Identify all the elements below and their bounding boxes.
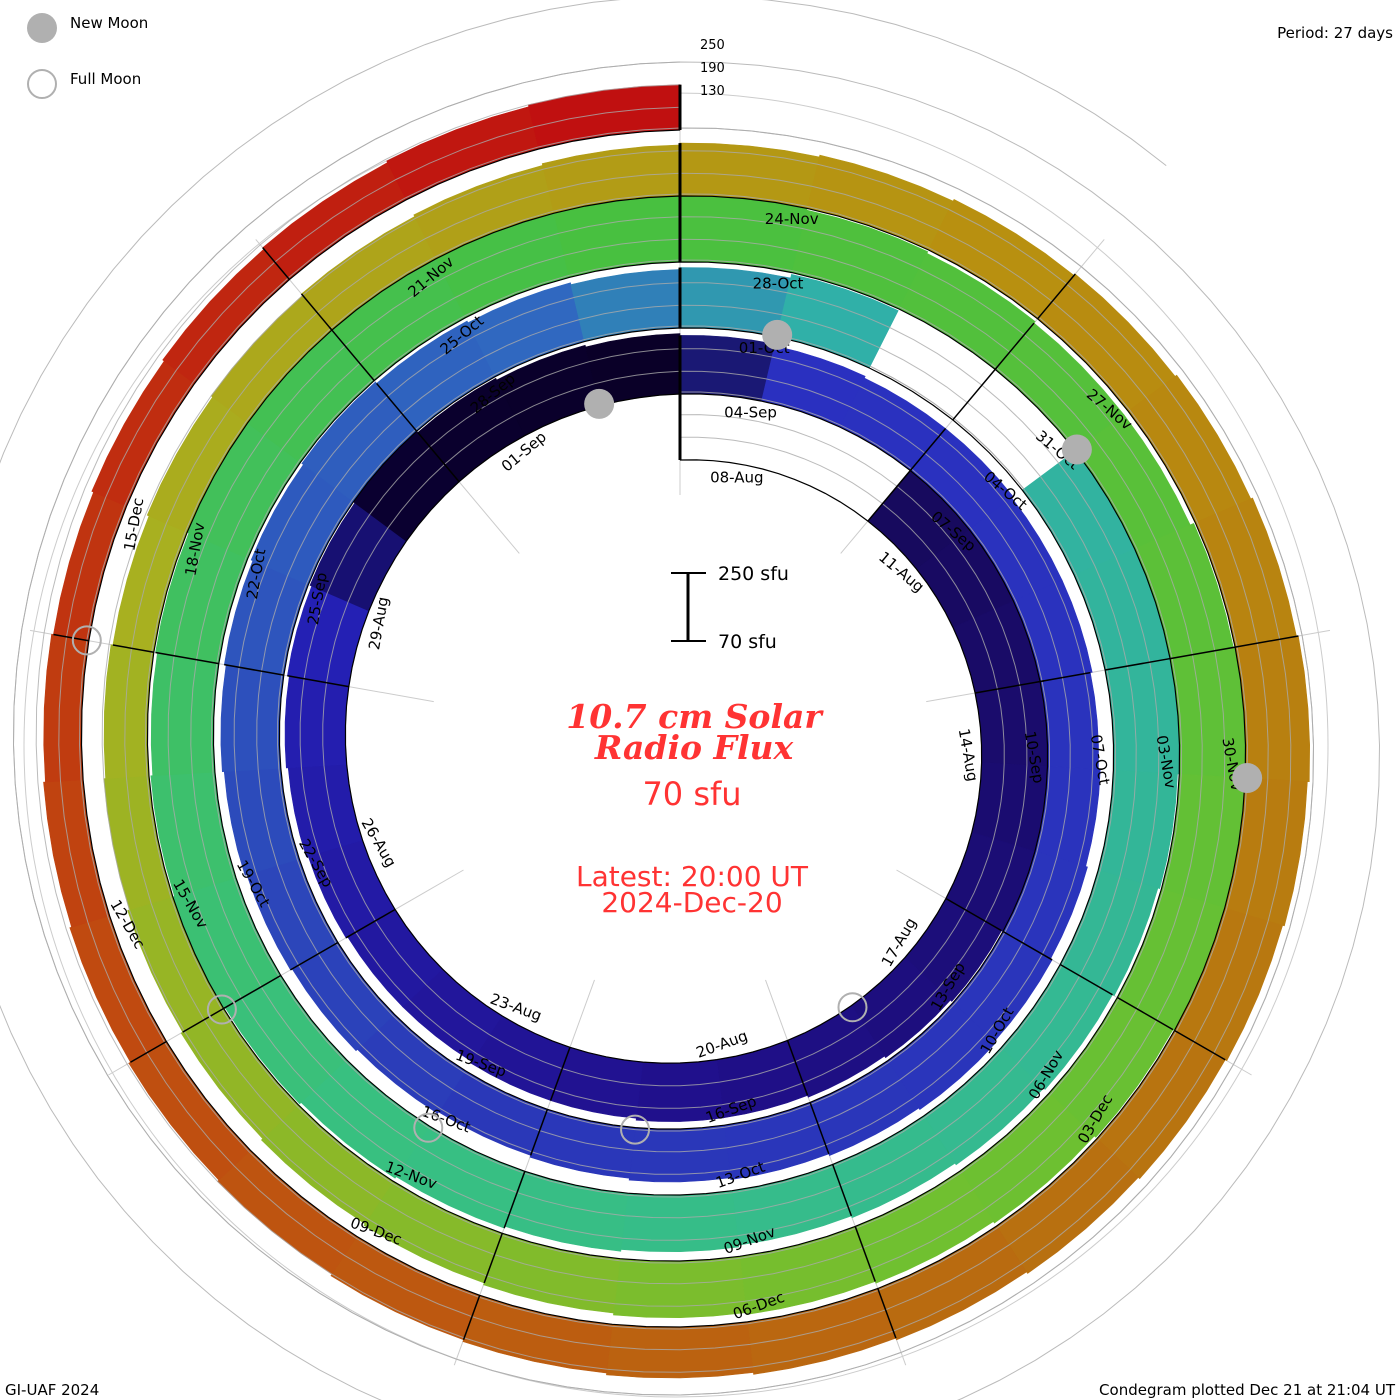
day-separator — [1037, 273, 1076, 320]
scale-bar — [671, 572, 706, 642]
radial-grid-line — [108, 869, 464, 1076]
day-separator — [223, 974, 282, 1010]
latest-time: Latest: 20:00 UT — [576, 860, 809, 893]
day-separator — [994, 322, 1035, 370]
day-separator — [155, 651, 219, 665]
flux-level-gridline — [12, 61, 1315, 1396]
day-separator — [290, 941, 339, 971]
day-separator — [112, 644, 154, 653]
footer-credit: GI-UAF 2024 — [5, 1381, 99, 1399]
latest-date: 2024-Dec-20 — [601, 886, 782, 919]
full-moon-legend-label: Full Moon — [70, 70, 141, 88]
day-separator — [952, 367, 998, 421]
flux-bar-day — [150, 652, 220, 777]
flux-bar-day — [220, 664, 285, 773]
day-separator — [287, 675, 349, 688]
day-separator — [786, 1040, 809, 1096]
new-moon-marker — [762, 319, 793, 350]
day-separator — [262, 247, 290, 280]
flux-bar-day — [53, 491, 127, 642]
flux-bands — [43, 84, 1311, 1379]
day-separator — [53, 633, 89, 642]
date-label: 08-Aug — [710, 468, 763, 486]
day-separator — [224, 663, 284, 676]
new-moon-legend-icon — [27, 13, 57, 43]
flux-bar-day — [43, 779, 110, 928]
day-separator — [503, 1171, 526, 1229]
day-separator — [376, 382, 418, 432]
full-moon-legend-icon — [27, 69, 57, 99]
full-moon-marker — [413, 1112, 444, 1143]
day-separator — [1002, 930, 1053, 961]
day-separator — [300, 293, 333, 331]
full-moon-marker — [206, 994, 237, 1025]
day-separator — [1174, 1029, 1226, 1061]
day-separator — [182, 1007, 224, 1033]
flux-bar-day — [679, 195, 808, 273]
moon-markers — [71, 319, 1263, 1145]
date-label: 04-Sep — [724, 404, 777, 422]
day-separator — [1059, 963, 1113, 996]
scale-bottom-label: 70 sfu — [718, 631, 777, 653]
new-moon-marker — [584, 388, 615, 419]
flux-level-gridline — [58, 106, 1269, 1351]
date-label: 28-Oct — [753, 275, 804, 293]
flux-bar-day — [527, 84, 681, 150]
day-separator — [1234, 635, 1299, 648]
flux-bar-day — [223, 767, 300, 876]
full-moon-marker — [620, 1114, 651, 1145]
new-moon-legend-label: New Moon — [70, 14, 148, 32]
date-label: 14-Aug — [955, 727, 982, 783]
day-separator — [867, 468, 913, 522]
footer-plotted: Condegram plotted Dec 21 at 21:04 UT — [1099, 1381, 1396, 1399]
day-separator — [1104, 657, 1171, 671]
day-separator — [809, 1102, 830, 1155]
grid-level-label: 250 — [700, 38, 725, 53]
day-separator — [909, 428, 947, 471]
day-separator — [328, 326, 375, 382]
day-separator — [483, 1233, 503, 1284]
day-separator — [831, 1164, 853, 1217]
new-moon-marker — [1232, 763, 1263, 794]
new-moon-marker — [1061, 434, 1092, 465]
day-separators — [53, 84, 1299, 1340]
baseline-spiral — [80, 129, 1247, 1328]
flux-bar-day — [284, 675, 350, 769]
chart-title-line2: Radio Flux — [594, 728, 794, 767]
day-separator — [529, 1109, 549, 1156]
grid-level-label: 190 — [700, 61, 725, 76]
day-separator — [974, 680, 1045, 694]
day-separator — [345, 908, 396, 939]
flux-level-gridline — [35, 84, 1292, 1373]
day-separator — [130, 1040, 167, 1063]
day-separator — [1116, 996, 1174, 1031]
grid-overlay — [12, 61, 1315, 1396]
latest-value: 70 sfu — [642, 775, 741, 813]
period-label: Period: 27 days — [1277, 24, 1393, 42]
day-separator — [1169, 646, 1236, 660]
full-moon-marker — [71, 625, 102, 656]
day-separator — [462, 1295, 481, 1340]
scale-top-label: 250 sfu — [718, 563, 789, 585]
day-separator — [877, 1288, 897, 1339]
day-separator — [854, 1226, 876, 1282]
flux-bar-day — [1039, 672, 1099, 770]
flux-bar-day — [613, 1255, 747, 1319]
date-label: 24-Nov — [765, 210, 819, 228]
chart-title-line1: 10.7 cm Solar — [566, 697, 824, 736]
full-moon-marker — [837, 992, 868, 1023]
day-separator — [417, 432, 460, 483]
flux-bar-day — [1234, 635, 1311, 783]
day-separator — [549, 1047, 571, 1101]
grid-level-label: 130 — [700, 84, 725, 99]
day-separator — [1039, 671, 1091, 683]
day-separator — [945, 897, 1002, 932]
